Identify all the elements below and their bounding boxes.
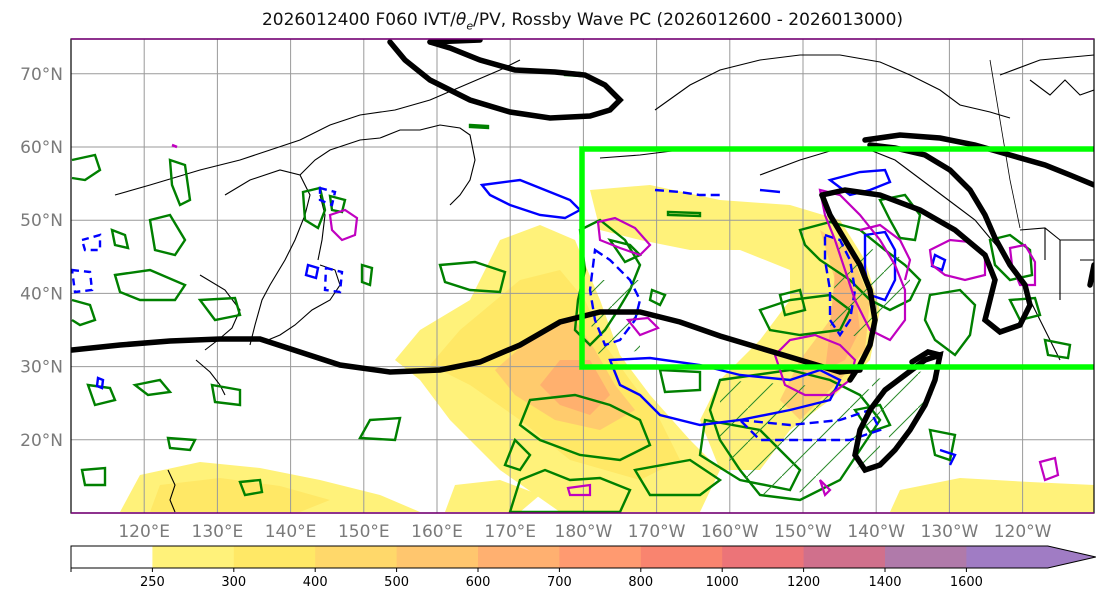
colorbar-segment (722, 546, 805, 568)
colorbar-tick-label: 500 (384, 575, 409, 590)
lat-tick-label: 40°N (20, 284, 63, 304)
colorbar: 250 300 400 500 600 700 800 1000 1200 1400 1600 (70, 545, 1096, 590)
lon-tick-label: 150°W (774, 522, 832, 542)
lat-tick-label: 60°N (20, 138, 63, 158)
colorbar-tick-label: 400 (303, 575, 328, 590)
colorbar-tick-label: 600 (466, 575, 491, 590)
lat-tick-label: 50°N (20, 211, 63, 231)
lon-tick-label: 130°W (921, 522, 979, 542)
colorbar-segment (559, 546, 642, 568)
lon-tick-label: 150°E (338, 522, 390, 542)
colorbar-segment (640, 546, 723, 568)
colorbar-segment (152, 546, 235, 568)
lat-tick-label: 70°N (20, 65, 63, 85)
map-panel (71, 39, 1094, 513)
colorbar-tick-label: 250 (140, 575, 165, 590)
colorbar-tick-label: 800 (628, 575, 653, 590)
colorbar-tick-label: 300 (221, 575, 246, 590)
lon-tick-label: 170°E (484, 522, 536, 542)
colorbar-tick-label: 1200 (787, 575, 820, 590)
colorbar-tick-label: 1400 (868, 575, 901, 590)
lon-tick-label: 180°W (555, 522, 613, 542)
lon-tick-label: 120°E (118, 522, 170, 542)
lon-tick-label: 160°W (701, 522, 759, 542)
lon-tick-label: 140°W (847, 522, 905, 542)
colorbar-tick-label: 700 (547, 575, 572, 590)
colorbar-tick-label: 1000 (706, 575, 739, 590)
lat-tick-label: 20°N (20, 431, 63, 451)
colorbar-extend-arrow (1047, 546, 1096, 568)
latitude-labels: 20°N 30°N 40°N 50°N 60°N 70°N (20, 65, 63, 451)
lon-tick-label: 160°E (411, 522, 463, 542)
lon-tick-label: 120°W (994, 522, 1052, 542)
colorbar-segment (396, 546, 479, 568)
longitude-labels: 120°E 130°E 140°E 150°E 160°E 170°E 180°W 170°W… (118, 522, 1051, 542)
lon-tick-label: 140°E (265, 522, 317, 542)
lat-tick-label: 30°N (20, 358, 63, 378)
colorbar-segment (803, 546, 886, 568)
colorbar-segment (478, 546, 560, 568)
colorbar-segment (233, 546, 316, 568)
colorbar-segment (71, 546, 153, 568)
colorbar-tick-label: 1600 (950, 575, 983, 590)
lon-tick-label: 170°W (628, 522, 686, 542)
region-box (579, 146, 1094, 370)
map-title: 2026012400 F060 IVT/θe/PV, Rossby Wave P… (261, 10, 904, 33)
lon-tick-label: 130°E (192, 522, 244, 542)
colorbar-segment (966, 546, 1049, 568)
colorbar-segment (885, 546, 967, 568)
colorbar-segment (315, 546, 398, 568)
